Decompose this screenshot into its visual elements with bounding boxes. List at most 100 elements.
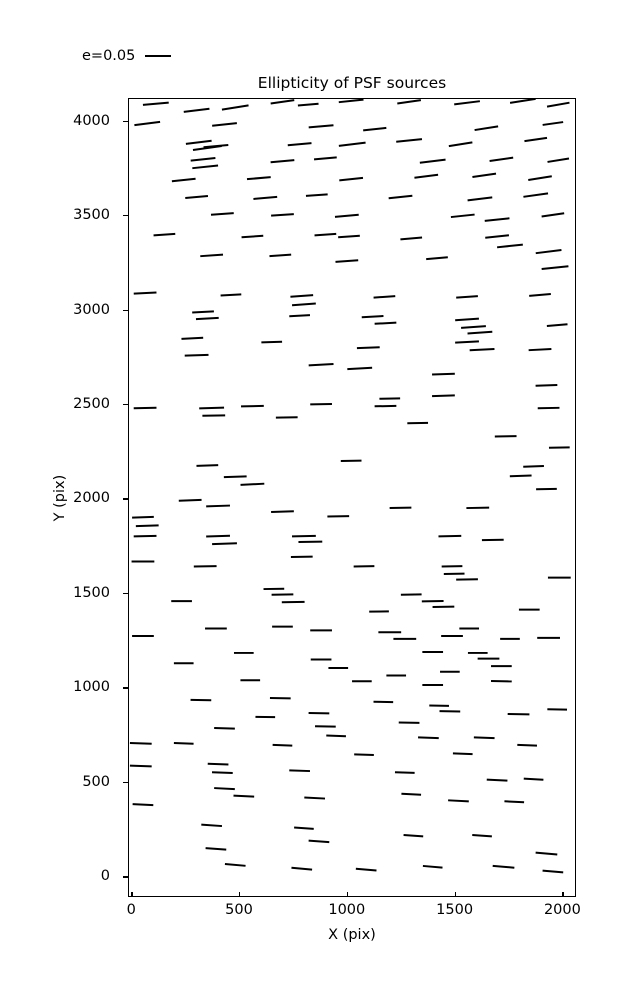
whisker <box>270 159 295 164</box>
whisker <box>210 212 234 216</box>
whisker <box>356 346 380 350</box>
x-tick-label: 1500 <box>436 902 474 918</box>
whisker <box>373 295 396 299</box>
whisker <box>308 124 334 129</box>
whisker <box>542 869 564 874</box>
whisker <box>461 325 486 329</box>
y-tick-label: 2500 <box>73 396 110 412</box>
whisker <box>339 176 364 182</box>
x-tick-label: 2000 <box>543 902 581 918</box>
whisker <box>142 101 169 106</box>
whisker <box>129 764 152 768</box>
whisker <box>347 366 373 371</box>
legend: e=0.05 <box>82 46 172 66</box>
whisker <box>504 800 525 804</box>
whisker <box>524 136 548 143</box>
whisker-series <box>129 99 571 874</box>
whisker <box>338 234 360 239</box>
whisker <box>181 336 204 340</box>
whisker <box>220 293 242 297</box>
whisker <box>467 196 493 202</box>
whisker <box>135 524 159 528</box>
whisker <box>132 515 154 519</box>
whisker <box>203 144 229 149</box>
x-tick-mark <box>346 892 349 897</box>
whisker <box>233 794 255 798</box>
x-tick-label: 500 <box>225 902 253 918</box>
whisker <box>509 474 532 478</box>
y-tick-mark <box>123 687 128 689</box>
whisker <box>403 834 424 838</box>
whisker <box>535 384 558 387</box>
whisker <box>132 803 154 807</box>
y-tick-mark <box>123 215 128 217</box>
whisker <box>467 330 493 335</box>
whisker <box>212 542 237 546</box>
y-tick-label: 0 <box>100 868 110 885</box>
whisker <box>178 498 202 502</box>
whisker <box>192 164 219 170</box>
whisker <box>547 157 570 163</box>
whisker <box>190 156 216 162</box>
whisker <box>546 101 570 108</box>
whisker <box>287 142 312 147</box>
whisker <box>192 310 214 314</box>
y-tick-mark <box>123 120 128 122</box>
x-tick-mark <box>562 892 564 897</box>
whisker <box>432 372 455 376</box>
whisker <box>206 504 231 508</box>
whisker <box>185 139 212 145</box>
whisker <box>473 736 495 740</box>
whisker <box>133 291 157 295</box>
whisker <box>542 121 564 126</box>
whisker <box>419 158 446 164</box>
y-tick-mark <box>123 404 128 406</box>
whisker <box>200 253 224 258</box>
whisker <box>269 253 292 258</box>
whisker <box>134 120 161 127</box>
whisker <box>469 347 495 352</box>
whisker <box>153 232 176 237</box>
whisker <box>523 192 549 198</box>
x-tick-label: 0 <box>126 902 136 918</box>
legend-label: e=0.05 <box>82 47 136 64</box>
whisker <box>211 771 233 774</box>
whisker <box>253 195 278 200</box>
whisker <box>489 156 514 162</box>
whisker <box>196 464 219 467</box>
whisker <box>290 294 314 298</box>
whisker <box>432 394 455 398</box>
whisker <box>313 156 337 161</box>
whisker <box>271 213 294 217</box>
whisker <box>529 293 551 297</box>
whisker <box>394 771 415 774</box>
whisker <box>335 259 359 263</box>
whisker <box>486 778 508 782</box>
whisker <box>224 863 246 867</box>
whisker <box>484 217 510 222</box>
whisker <box>205 847 227 851</box>
whisker <box>354 753 374 757</box>
whisker <box>361 315 384 319</box>
whisker <box>129 742 152 745</box>
whisker <box>173 742 194 745</box>
y-tick-label: 1500 <box>73 584 110 601</box>
whisker <box>472 172 497 178</box>
whisker <box>338 141 366 147</box>
whisker <box>289 314 311 318</box>
y-tick-label: 500 <box>82 773 110 790</box>
whisker <box>338 99 364 104</box>
whisker <box>305 193 328 197</box>
whisker <box>401 792 422 796</box>
x-tick-mark <box>454 892 456 897</box>
whisker <box>528 175 552 181</box>
whisker <box>474 125 499 132</box>
whisker <box>291 866 313 871</box>
whisker <box>223 475 247 479</box>
whisker <box>448 141 473 148</box>
whisker <box>450 213 475 219</box>
whisker <box>270 99 295 105</box>
whisker <box>206 534 231 538</box>
whisker <box>456 295 478 299</box>
